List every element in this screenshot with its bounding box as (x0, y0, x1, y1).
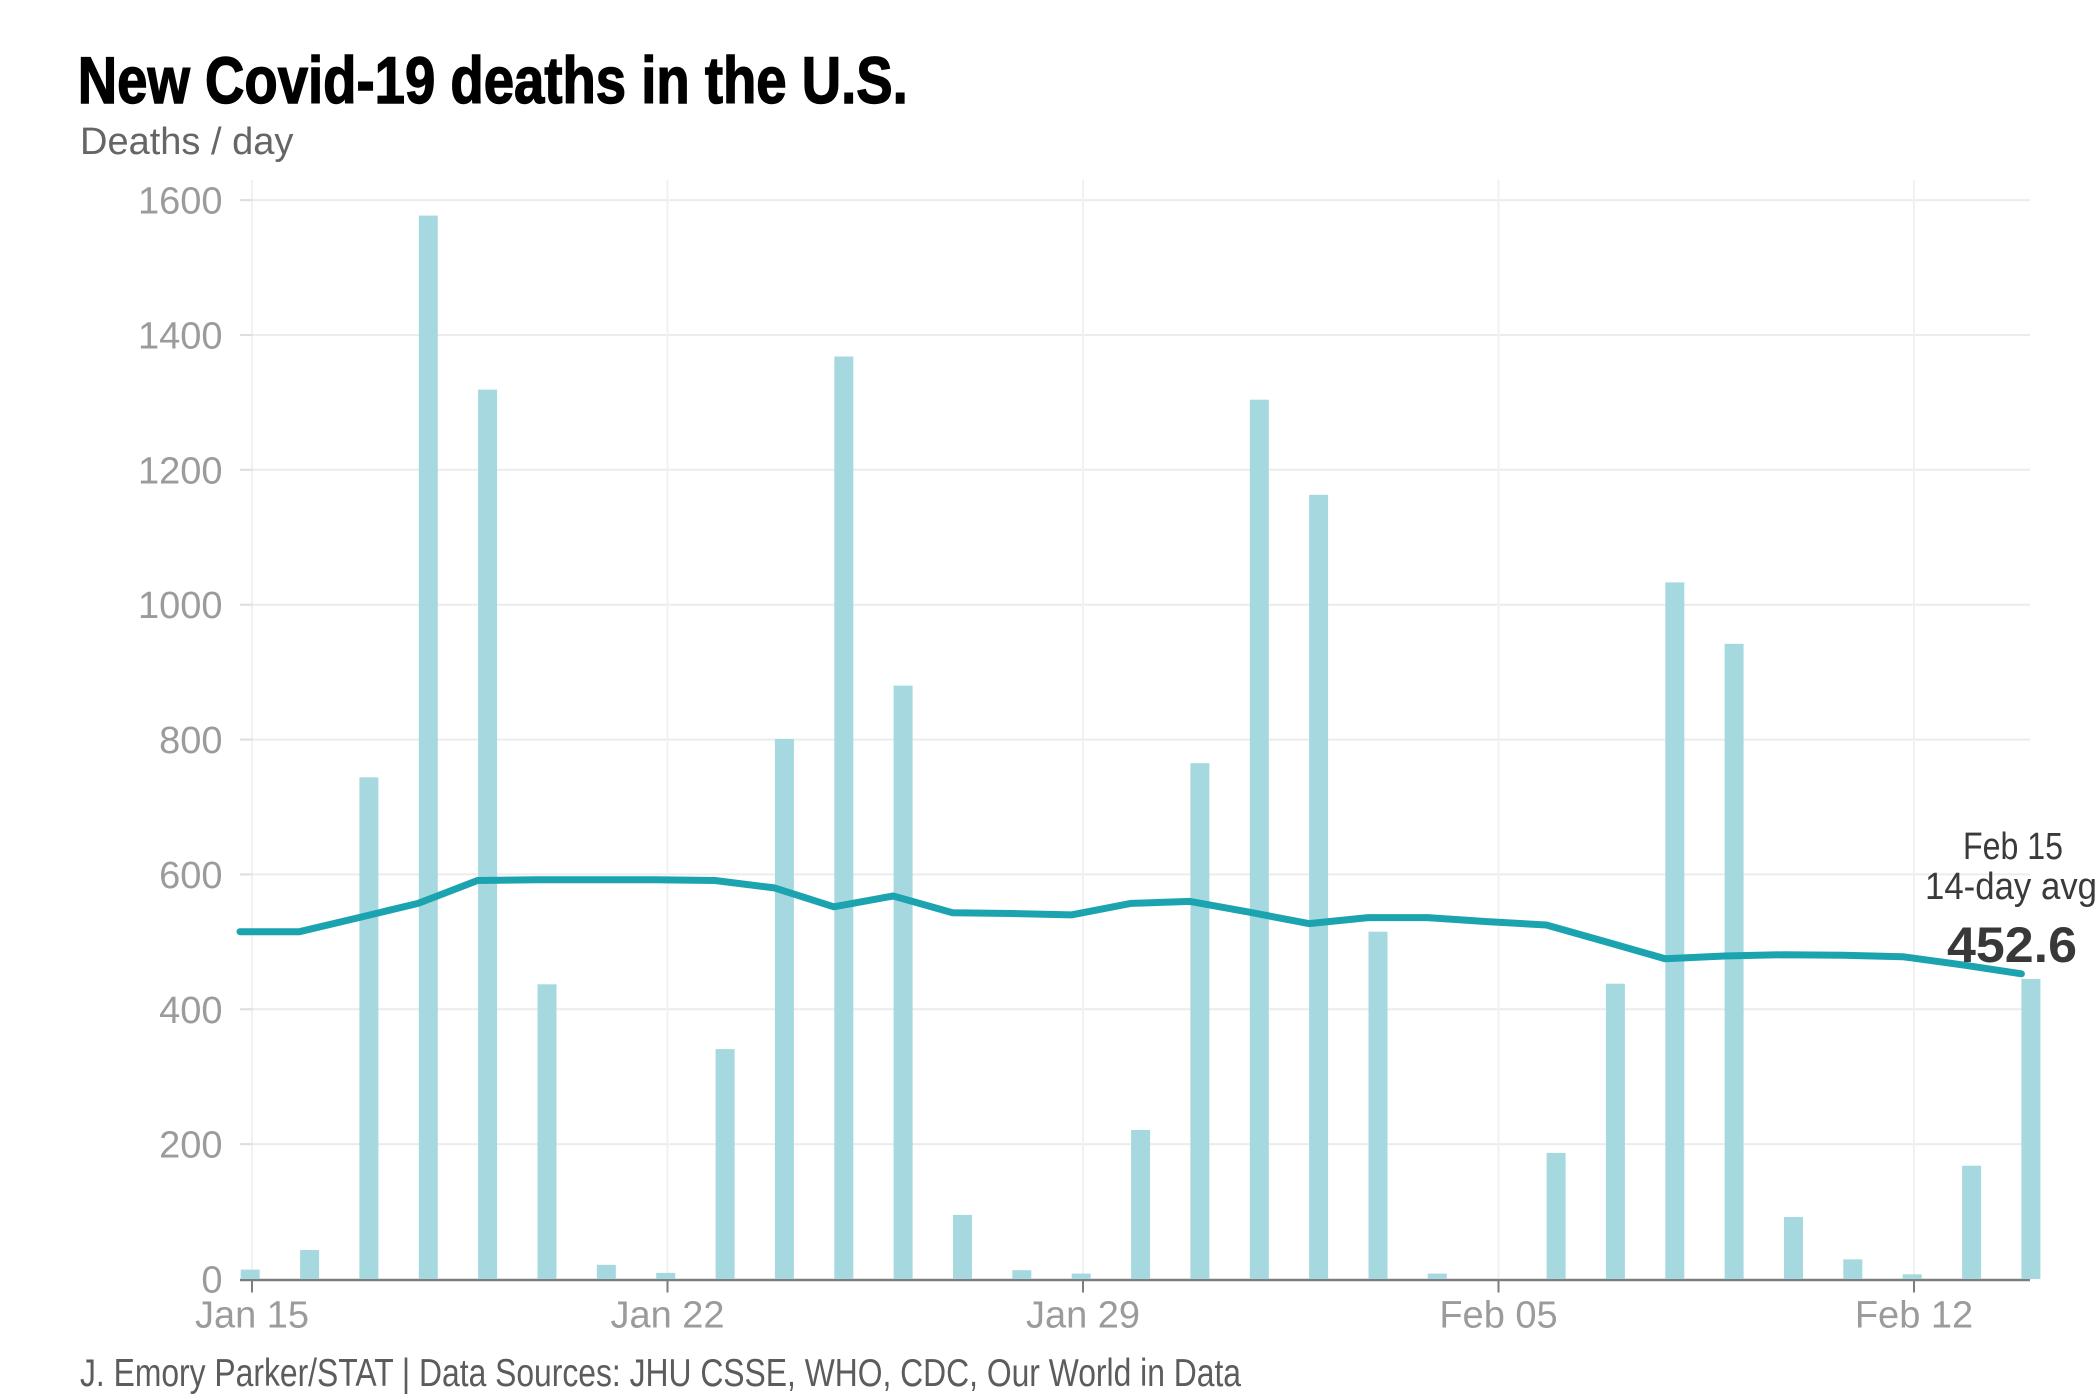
svg-text:New Covid-19 deaths in the U.S: New Covid-19 deaths in the U.S. (78, 43, 908, 117)
svg-text:1600: 1600 (138, 181, 223, 223)
svg-text:1000: 1000 (138, 585, 223, 627)
svg-text:400: 400 (159, 990, 222, 1032)
svg-text:Feb 12: Feb 12 (1855, 1295, 1973, 1337)
svg-text:Jan 22: Jan 22 (610, 1295, 724, 1337)
svg-text:600: 600 (159, 855, 222, 897)
svg-text:800: 800 (159, 720, 222, 762)
svg-text:452.6: 452.6 (1947, 917, 2077, 973)
svg-text:1400: 1400 (138, 316, 223, 358)
svg-text:Feb 15: Feb 15 (1963, 826, 2063, 868)
svg-text:1200: 1200 (138, 450, 223, 492)
svg-text:200: 200 (159, 1125, 222, 1167)
svg-text:Deaths / day: Deaths / day (80, 121, 293, 163)
svg-text:J. Emory Parker/STAT | Data So: J. Emory Parker/STAT | Data Sources: JHU… (80, 1352, 1241, 1395)
svg-text:Jan 29: Jan 29 (1026, 1295, 1140, 1337)
svg-text:Feb 05: Feb 05 (1439, 1295, 1557, 1337)
svg-text:Jan 15: Jan 15 (195, 1295, 309, 1337)
svg-text:14-day avg: 14-day avg (1925, 866, 2097, 908)
svg-text:0: 0 (201, 1260, 222, 1302)
